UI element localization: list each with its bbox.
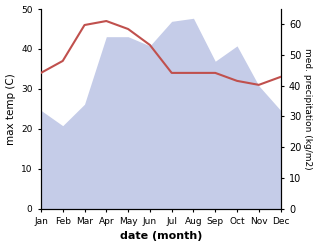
Y-axis label: max temp (C): max temp (C) xyxy=(5,73,16,145)
Y-axis label: med. precipitation (kg/m2): med. precipitation (kg/m2) xyxy=(303,48,313,170)
X-axis label: date (month): date (month) xyxy=(120,231,202,242)
